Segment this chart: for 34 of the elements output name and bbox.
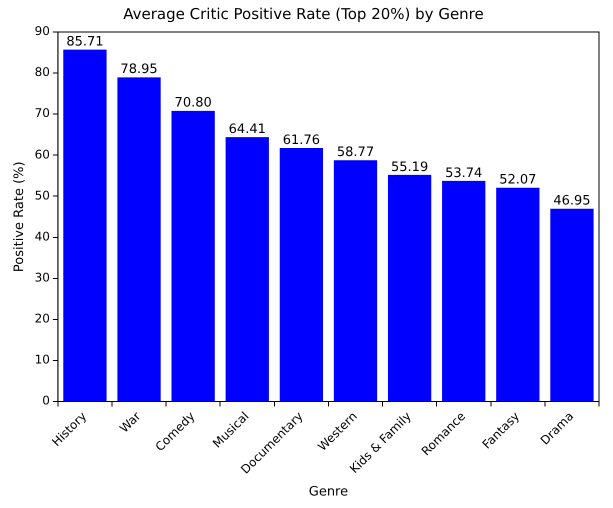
data-label: 61.76 xyxy=(282,132,320,148)
bar xyxy=(550,208,594,402)
bar xyxy=(496,188,540,402)
y-tick-label: 20 xyxy=(34,312,50,326)
chart-title: Average Critic Positive Rate (Top 20%) by Genre xyxy=(123,4,484,23)
data-label: 64.41 xyxy=(228,122,266,137)
y-tick-label: 90 xyxy=(34,24,50,38)
y-tick-label: 50 xyxy=(34,188,50,202)
bar xyxy=(388,174,432,402)
bar xyxy=(226,137,269,402)
y-tick-label: 10 xyxy=(34,352,50,367)
data-label: 70.80 xyxy=(174,96,212,111)
x-axis-title: Genre xyxy=(308,484,348,500)
bar xyxy=(117,77,161,402)
bar xyxy=(63,50,107,402)
data-label: 46.95 xyxy=(553,194,591,209)
x-tick-label: War xyxy=(116,409,144,436)
data-label: 78.95 xyxy=(120,62,158,78)
data-label: 58.77 xyxy=(336,145,374,160)
data-label: 85.71 xyxy=(66,34,104,50)
y-tick-label: 30 xyxy=(34,270,50,284)
y-tick-label: 0 xyxy=(42,394,50,408)
bar xyxy=(442,180,486,402)
bar xyxy=(334,160,378,402)
y-tick-label: 60 xyxy=(34,147,50,162)
data-label: 55.19 xyxy=(390,160,428,175)
bar xyxy=(172,110,215,402)
bar xyxy=(280,148,324,402)
y-tick-label: 70 xyxy=(34,106,50,120)
y-axis-title: Positive Rate (%) xyxy=(12,161,28,272)
data-label: 53.74 xyxy=(445,166,482,181)
y-tick-label: 80 xyxy=(34,65,50,80)
y-tick-label: 40 xyxy=(34,229,50,244)
data-label: 52.07 xyxy=(499,172,536,188)
